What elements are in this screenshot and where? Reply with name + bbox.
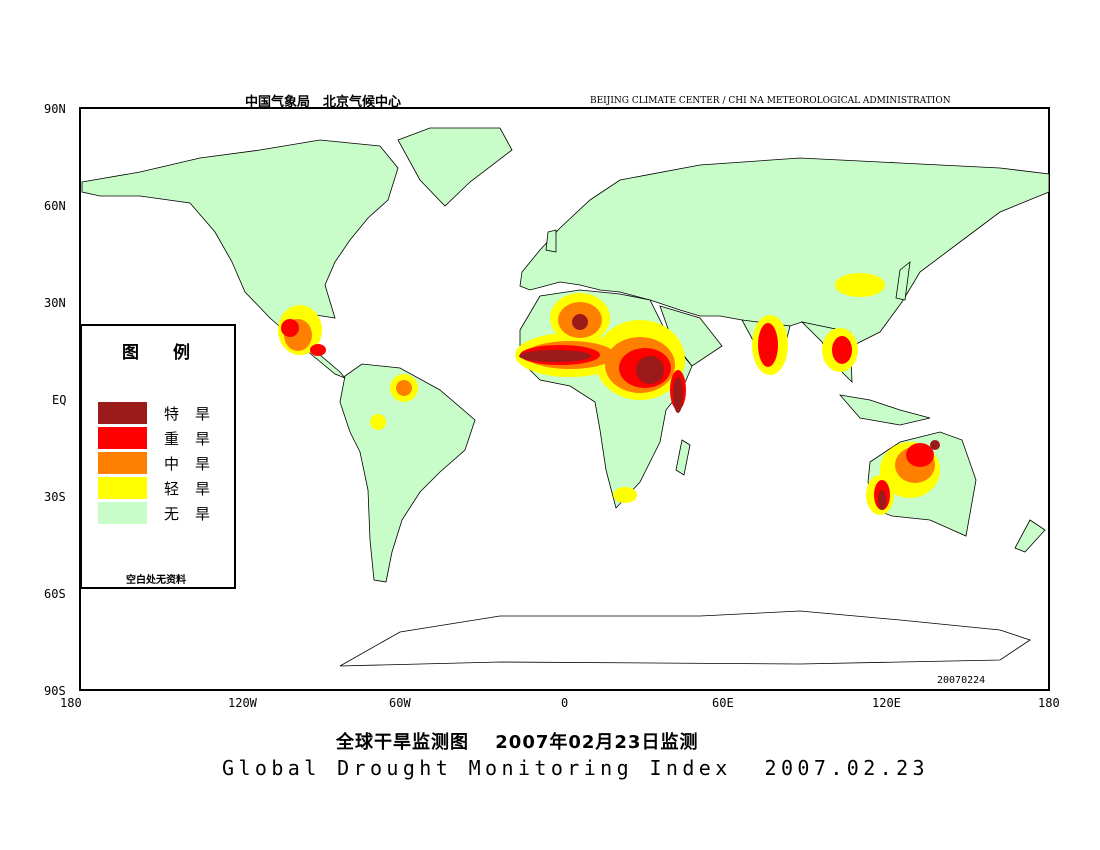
drought-areas xyxy=(278,273,940,515)
antarctica xyxy=(339,610,1031,667)
greenland xyxy=(397,127,513,207)
lat-label: 60S xyxy=(44,587,66,601)
uk xyxy=(545,229,557,253)
lon-label: 60E xyxy=(712,696,734,710)
new-zealand xyxy=(1014,519,1046,553)
legend: 图 例 特旱 重旱 中旱 轻旱 无旱 空白处无资料 xyxy=(80,324,236,589)
japan xyxy=(895,261,911,301)
legend-label: 特旱 xyxy=(164,405,227,423)
lat-label: 60N xyxy=(44,199,66,213)
lat-label: 90S xyxy=(44,684,66,698)
header-left: 中国气象局 北京气候中心 xyxy=(245,95,402,110)
indonesia xyxy=(838,394,931,426)
legend-label: 中旱 xyxy=(164,455,227,473)
legend-swatch-severe xyxy=(98,427,147,449)
lat-label: 90N xyxy=(44,102,66,116)
lat-label: EQ xyxy=(52,393,67,407)
lat-label: 30S xyxy=(44,490,66,504)
title-en: Global Drought Monitoring Index 2007.02.… xyxy=(222,756,929,780)
legend-label: 重旱 xyxy=(164,430,227,448)
legend-label: 轻旱 xyxy=(164,480,227,498)
madagascar xyxy=(675,439,691,476)
title-cn: 全球干旱监测图 2007年02月23日监测 xyxy=(336,732,699,753)
header-right: BEIJING CLIMATE CENTER / CHI NA METEOROL… xyxy=(590,96,951,106)
legend-note: 空白处无资料 xyxy=(126,575,186,586)
lon-label: 180 xyxy=(1038,696,1060,710)
legend-swatch-extreme xyxy=(98,402,147,424)
date-stamp: 20070224 xyxy=(937,675,986,686)
legend-title: 图 例 xyxy=(122,343,190,363)
lon-label: 120W xyxy=(228,696,257,710)
legend-swatch-moderate xyxy=(98,452,147,474)
lat-label: 30N xyxy=(44,296,66,310)
lon-label: 180 xyxy=(60,696,82,710)
lon-label: 120E xyxy=(872,696,901,710)
lon-label: 60W xyxy=(389,696,411,710)
legend-label: 无旱 xyxy=(164,505,227,523)
legend-swatch-mild xyxy=(98,477,147,499)
legend-swatch-none xyxy=(98,502,147,524)
lon-label: 0 xyxy=(561,696,569,710)
